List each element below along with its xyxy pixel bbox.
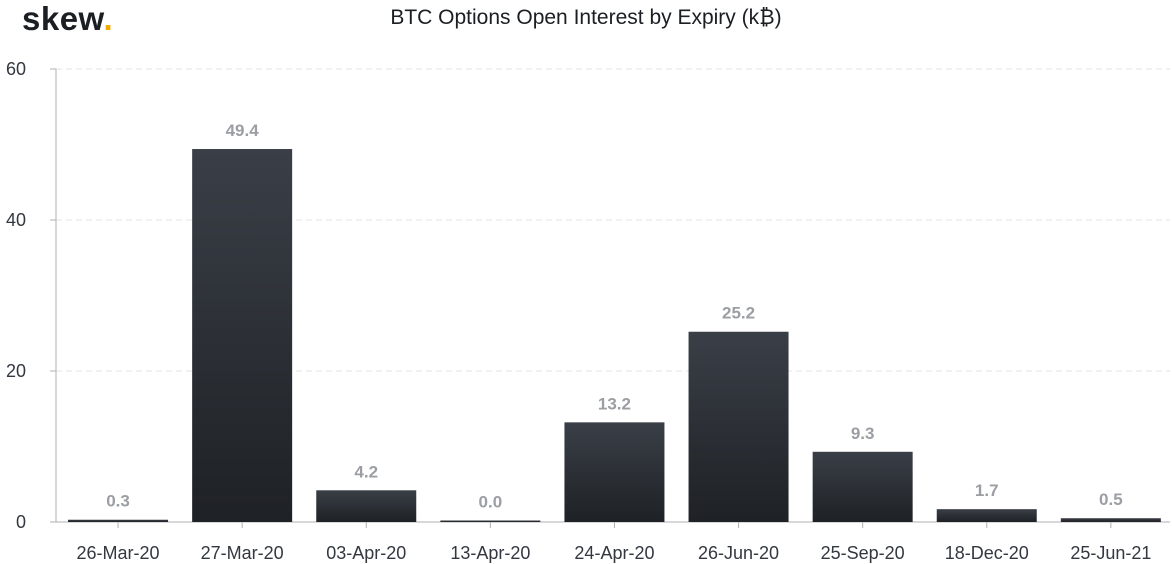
bar [1060, 518, 1161, 522]
y-tick-label: 20 [6, 361, 26, 381]
data-label: 0.5 [1099, 490, 1123, 509]
y-tick-label: 60 [6, 59, 26, 79]
data-label: 49.4 [226, 121, 260, 140]
data-label: 1.7 [975, 481, 999, 500]
y-tick-label: 0 [16, 512, 26, 532]
data-label: 25.2 [722, 304, 755, 323]
chart-title: BTC Options Open Interest by Expiry (k₿) [390, 6, 782, 29]
bar [936, 509, 1037, 522]
bar [68, 519, 169, 522]
x-tick-label: 26-Mar-20 [77, 543, 160, 563]
data-label: 0.3 [106, 492, 130, 511]
bars [68, 149, 1161, 522]
data-label: 13.2 [598, 394, 631, 413]
x-tick-label: 24-Apr-20 [574, 543, 654, 563]
data-label: 0.0 [479, 493, 503, 512]
x-tick-label: 27-Mar-20 [201, 543, 284, 563]
bar [564, 422, 665, 522]
x-tick-labels: 26-Mar-20 27-Mar-20 03-Apr-20 13-Apr-20 24-A… [77, 543, 1152, 563]
y-tick-label: 40 [6, 210, 26, 230]
x-tick-label: 25-Sep-20 [821, 543, 905, 563]
data-label: 4.2 [354, 462, 378, 481]
x-tick-label: 26-Jun-20 [698, 543, 779, 563]
x-tick-label: 18-Dec-20 [945, 543, 1029, 563]
bar [688, 331, 789, 522]
bar [316, 490, 417, 522]
brand-dot: . [103, 0, 114, 37]
data-label: 9.3 [851, 424, 875, 443]
brand-logo: skew. [22, 0, 113, 38]
x-tick-label: 25-Jun-21 [1070, 543, 1151, 563]
brand-name: skew [22, 0, 104, 37]
x-tick-label: 13-Apr-20 [450, 543, 530, 563]
x-tick-label: 03-Apr-20 [326, 543, 406, 563]
bar [192, 149, 293, 522]
bar [440, 520, 541, 522]
data-labels: 0.3 49.4 4.2 0.0 13.2 25.2 9.3 1.7 0.5 [106, 121, 1122, 511]
bar [812, 451, 913, 522]
y-tick-labels: 0 20 40 60 [6, 59, 26, 532]
